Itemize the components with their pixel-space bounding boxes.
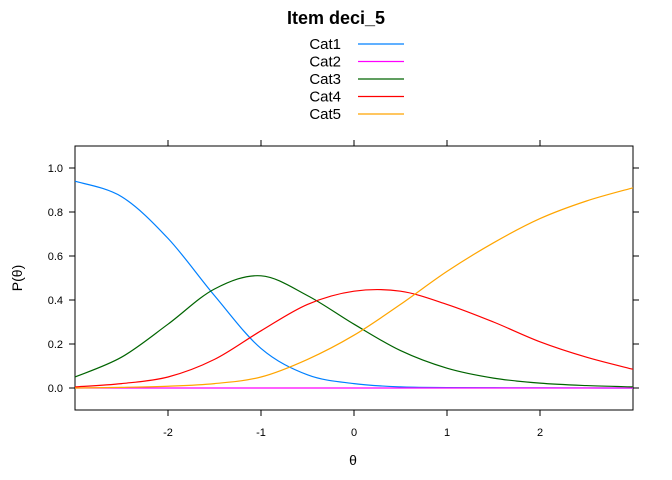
legend-label-cat4: Cat4 — [309, 89, 341, 106]
x-tick-label: -2 — [163, 427, 173, 439]
y-tick-label: 1.0 — [48, 163, 63, 175]
y-tick-label: 0.4 — [48, 295, 63, 307]
chart-title: Item deci_5 — [287, 8, 385, 28]
x-axis-label: θ — [349, 452, 357, 468]
plot-lines — [74, 180, 634, 389]
series-line-cat5 — [74, 187, 634, 389]
y-axis-label: P(θ) — [9, 265, 25, 291]
y-tick-label: 0.8 — [48, 207, 63, 219]
y-tick-label: 0.6 — [48, 251, 63, 263]
y-tick-label: 0.0 — [48, 383, 63, 395]
legend-label-cat3: Cat3 — [309, 71, 341, 88]
series-line-cat4 — [74, 288, 634, 388]
x-tick-label: 1 — [444, 427, 450, 439]
legend-label-cat5: Cat5 — [309, 106, 341, 123]
plot-frame — [74, 145, 634, 411]
legend-label-cat2: Cat2 — [309, 54, 341, 71]
series-line-cat1 — [74, 180, 634, 389]
y-tick-label: 0.2 — [48, 339, 63, 351]
x-tick-label: 0 — [351, 427, 357, 439]
series-line-cat3 — [74, 275, 634, 388]
legend-label-cat1: Cat1 — [309, 36, 341, 53]
x-tick-label: -1 — [256, 427, 266, 439]
axes: -2 -1 0 1 2 0.0 0.2 0.4 0.6 0.8 1.0 — [48, 140, 639, 439]
x-tick-label: 2 — [537, 427, 543, 439]
